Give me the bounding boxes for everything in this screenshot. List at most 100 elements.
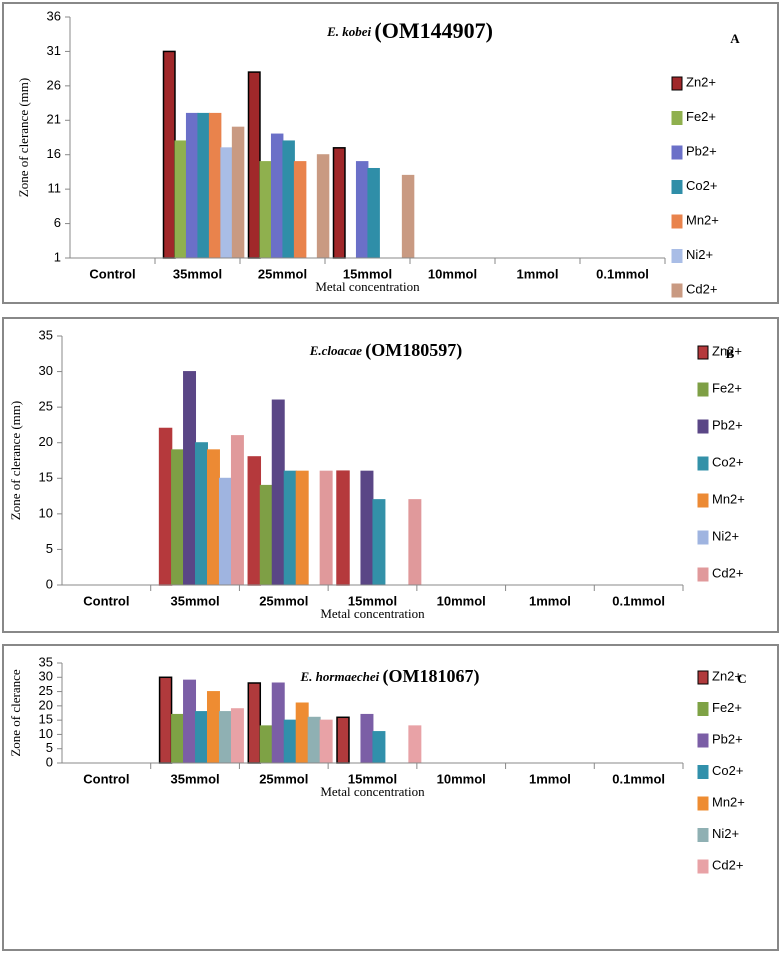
bar	[319, 470, 333, 586]
legend-swatch	[671, 214, 683, 229]
legend-swatch	[697, 670, 709, 685]
bar	[293, 161, 307, 259]
bar	[220, 147, 233, 259]
bar	[367, 167, 380, 259]
bar	[195, 442, 208, 586]
bar	[295, 702, 309, 764]
x-tick-label: 35mmol	[171, 771, 220, 786]
legend-swatch	[697, 493, 709, 508]
y-tick-label: 5	[46, 740, 53, 755]
legend-label: Fe2+	[712, 700, 742, 715]
x-tick-label: 15mmol	[343, 266, 392, 281]
legend-label: Ni2+	[712, 528, 739, 543]
chart-title: E.cloacae (OM180597)	[309, 340, 463, 361]
x-tick-label: 25mmol	[259, 771, 308, 786]
legend-swatch	[671, 249, 683, 263]
y-axis-label: Zone of clerance	[8, 669, 23, 757]
y-tick-label: 0	[46, 576, 53, 591]
title-strain: (OM144907)	[374, 18, 493, 43]
x-tick-label: 15mmol	[348, 771, 397, 786]
x-tick-label: 10mmol	[437, 771, 486, 786]
bar	[283, 719, 297, 764]
bar	[171, 449, 185, 586]
bar	[171, 713, 185, 764]
x-tick-label: 10mmol	[437, 593, 486, 608]
x-axis-label: Metal concentration	[320, 606, 425, 621]
legend-label: Pb2+	[686, 143, 717, 158]
y-tick-label: 25	[39, 683, 53, 698]
legend-label: Mn2+	[712, 794, 745, 809]
legend-label: Mn2+	[686, 212, 719, 227]
legend-swatch	[671, 180, 683, 194]
bar	[197, 112, 210, 259]
bar	[319, 719, 333, 764]
legend-swatch	[697, 530, 709, 545]
legend-swatch	[697, 796, 709, 811]
y-tick-label: 20	[39, 697, 53, 712]
bar	[206, 449, 220, 586]
x-tick-label: Control	[83, 593, 129, 608]
x-tick-label: 0.1mmol	[612, 771, 665, 786]
bar	[360, 713, 374, 764]
legend-swatch	[671, 111, 683, 125]
x-axis-label: Metal concentration	[315, 279, 420, 294]
y-tick-label: 0	[46, 754, 53, 769]
y-tick-label: 15	[39, 470, 53, 485]
bar	[247, 682, 262, 764]
title-species: E. kobei	[326, 24, 371, 39]
x-tick-label: 15mmol	[348, 593, 397, 608]
legend-label: Cd2+	[686, 281, 717, 296]
y-tick-label: 35	[39, 327, 53, 342]
bar	[158, 427, 173, 586]
bar	[218, 711, 232, 764]
bar	[162, 50, 176, 259]
legend-label: Co2+	[712, 454, 743, 469]
bar	[259, 484, 273, 586]
title-strain: (OM180597)	[365, 340, 462, 361]
x-tick-label: 25mmol	[259, 593, 308, 608]
panel-label: A	[730, 31, 740, 46]
bar	[174, 140, 187, 259]
bar	[230, 435, 244, 586]
panel-border	[2, 2, 779, 304]
panel-border	[2, 644, 779, 951]
legend-label: Co2+	[712, 763, 743, 778]
y-tick-label: 26	[47, 77, 61, 92]
title-species: E. hormaechei	[300, 669, 380, 684]
panel-label: B	[726, 346, 735, 361]
bar	[231, 126, 245, 259]
legend-label: Fe2+	[712, 380, 742, 395]
legend-label: Ni2+	[712, 826, 739, 841]
y-tick-label: 31	[47, 43, 61, 58]
legend-label: Cd2+	[712, 857, 743, 872]
legend-swatch	[697, 382, 709, 397]
y-tick-label: 35	[39, 654, 53, 669]
x-tick-label: 1mmol	[517, 266, 559, 281]
legend-label: Cd2+	[712, 565, 743, 580]
legend-label: Zn2+	[686, 74, 716, 89]
bar	[247, 456, 262, 586]
y-tick-label: 25	[39, 399, 53, 414]
x-tick-label: 0.1mmol	[596, 266, 649, 281]
y-tick-label: 5	[46, 541, 53, 556]
bar	[283, 470, 297, 586]
legend-swatch	[671, 76, 683, 91]
y-tick-label: 36	[47, 8, 61, 23]
legend-swatch	[697, 456, 709, 471]
y-tick-label: 1	[54, 249, 61, 264]
bar	[218, 477, 232, 586]
bar	[372, 499, 386, 586]
x-tick-label: 1mmol	[529, 593, 571, 608]
bar	[183, 371, 197, 586]
y-tick-label: 15	[39, 712, 53, 727]
legend-label: Zn2+	[712, 668, 742, 683]
bar	[185, 112, 199, 259]
bar	[336, 470, 350, 586]
y-tick-label: 6	[54, 215, 61, 230]
legend-label: Fe2+	[686, 109, 716, 124]
x-tick-label: 10mmol	[428, 266, 477, 281]
legend-swatch	[697, 345, 709, 360]
bar	[401, 174, 415, 259]
bar	[271, 682, 285, 764]
